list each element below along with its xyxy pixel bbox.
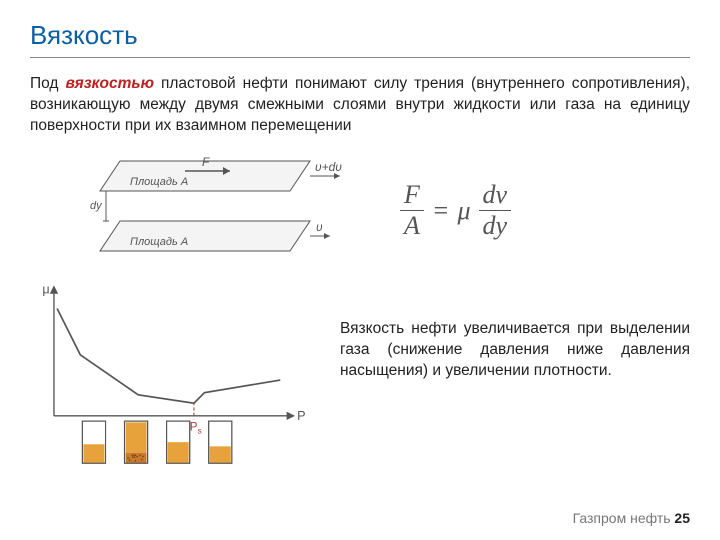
shear-diagram: F Площадь А Площадь А υ+dυ υ dy xyxy=(90,151,370,271)
chart-row: μ P Ps Вязкость нефти увеличивается при … xyxy=(30,279,690,479)
ps-label: Ps xyxy=(190,421,202,435)
x-axis-label: P xyxy=(297,409,305,423)
para1-pre: Под xyxy=(30,75,65,92)
formula-mu: μ xyxy=(457,196,470,226)
vel-top: υ+dυ xyxy=(315,160,342,174)
area-bottom-label: Площадь А xyxy=(130,236,188,248)
force-label: F xyxy=(202,155,210,169)
viscosity-chart: μ P Ps xyxy=(30,279,320,479)
frac-dvdy: dv dy xyxy=(479,182,512,239)
formula-F: F xyxy=(400,182,424,211)
formula-dv: dv xyxy=(479,182,512,211)
formula-A: A xyxy=(404,211,420,239)
slide: Вязкость Под вязкостью пластовой нефти п… xyxy=(0,0,720,540)
area-top-label: Площадь А xyxy=(130,176,188,188)
para1-emphasis: вязкостью xyxy=(65,75,154,92)
figure-row: F Площадь А Площадь А υ+dυ υ dy F A = μ xyxy=(30,151,690,271)
footer: Газпром нефть 25 xyxy=(573,510,690,526)
dy-label: dy xyxy=(90,200,103,212)
title-rule xyxy=(30,57,690,58)
tubes-group xyxy=(82,421,231,463)
formula-eq: = xyxy=(432,196,450,226)
explanation-paragraph: Вязкость нефти увеличивается при выделен… xyxy=(320,279,690,479)
slide-title: Вязкость xyxy=(30,20,690,51)
y-axis-label: μ xyxy=(42,283,49,297)
vel-bottom: υ xyxy=(316,220,323,234)
frac-FA: F A xyxy=(400,182,424,239)
formula-dy: dy xyxy=(483,211,508,239)
page-number: 25 xyxy=(674,510,690,526)
footer-brand: Газпром нефть xyxy=(573,510,671,526)
definition-paragraph: Под вязкостью пластовой нефти понимают с… xyxy=(30,74,690,137)
formula: F A = μ dv dy xyxy=(400,182,511,239)
